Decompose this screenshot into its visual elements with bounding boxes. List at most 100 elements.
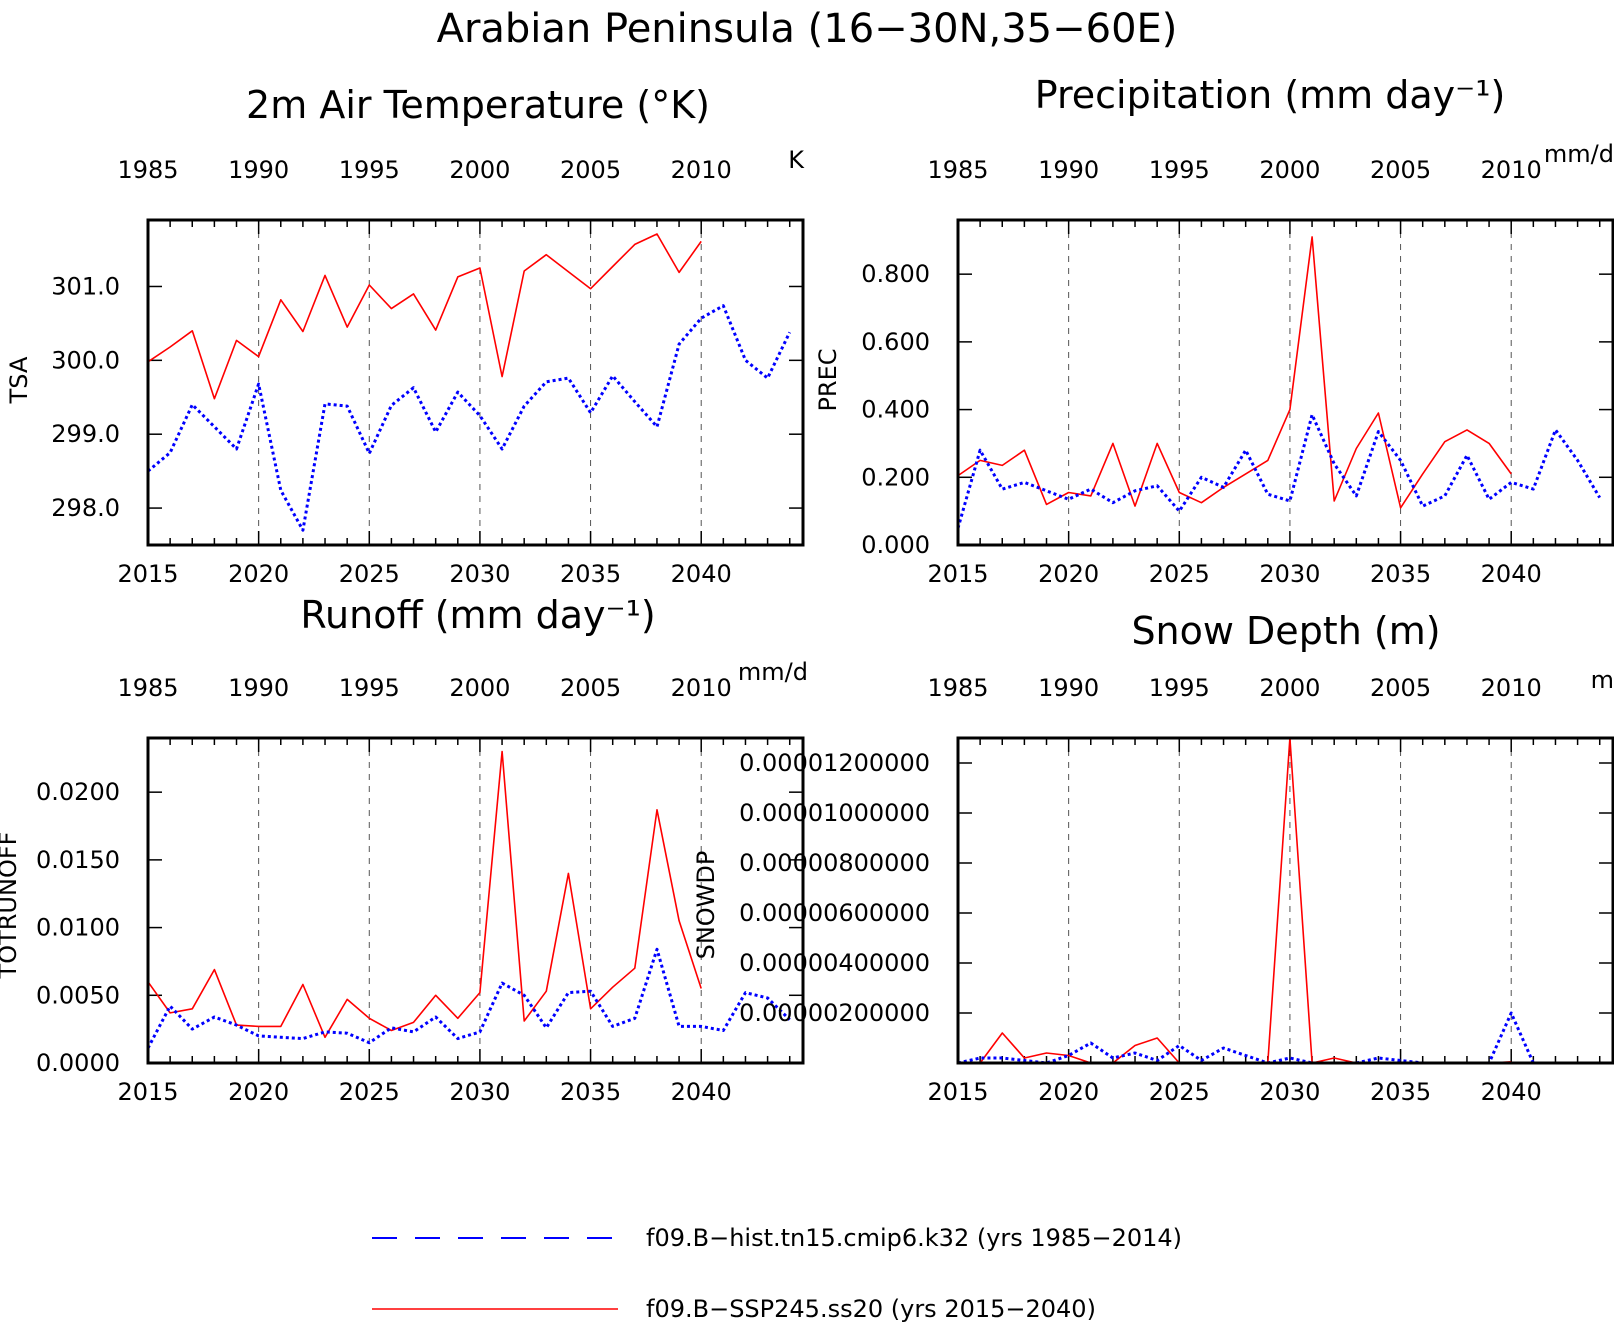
panel-precipitation-title: Precipitation (mm day⁻¹) <box>1035 73 1506 117</box>
panel-runoff: Runoff (mm day⁻¹) mm/d TOTRUNOFF 2015 202… <box>0 593 808 1106</box>
y-tick-label: 0.0200 <box>36 778 120 806</box>
panel-temperature-title: 2m Air Temperature (°K) <box>246 83 710 127</box>
x-tick-label-top: 1995 <box>1149 674 1210 702</box>
x-tick-label-top: 1995 <box>339 674 400 702</box>
plot-frame <box>146 218 805 547</box>
y-tick-label: 0.400 <box>861 396 930 424</box>
x-tick-label-bottom: 2035 <box>560 1078 621 1106</box>
y-tick-label: 301.0 <box>51 272 120 300</box>
panel-temperature: 2m Air Temperature (°K) K TSA 2015 2020 20… <box>5 83 805 588</box>
x-tick-label-bottom: 2025 <box>1149 1078 1210 1106</box>
legend: f09.B−hist.tn15.cmip6.k32 (yrs 1985−2014… <box>372 1224 1182 1323</box>
page-title: Arabian Peninsula (16−30N,35−60E) <box>437 6 1178 52</box>
plot-frame <box>956 736 1614 1065</box>
x-tick-label-top: 2005 <box>560 674 621 702</box>
panel-snow-depth: Snow Depth (m) m SNOWDP 2015 2020 2025 2030… <box>692 609 1614 1106</box>
y-tick-label: 0.00001200000 <box>739 749 930 777</box>
y-tick-label: 0.0000 <box>36 1049 120 1077</box>
y-tick-label: 0.00000200000 <box>739 999 930 1027</box>
x-tick-label-bottom: 2020 <box>1038 1078 1099 1106</box>
x-tick-label-bottom: 2020 <box>228 560 289 588</box>
panel-precipitation: Precipitation (mm day⁻¹) mm/d PREC 2015 2… <box>814 73 1614 588</box>
x-tick-label-bottom: 2020 <box>1038 560 1099 588</box>
y-tick-label: 0.00000600000 <box>739 899 930 927</box>
panel-snow-depth-plot: 2015 2020 2025 2030 2035 2040 1985 1990 1995 2000… <box>739 674 1614 1106</box>
x-tick-label-top: 2000 <box>1259 674 1320 702</box>
y-tick-label: 0.0050 <box>36 981 120 1009</box>
x-tick-label-top: 2010 <box>671 156 732 184</box>
y-tick-label: 0.00000400000 <box>739 949 930 977</box>
legend-hist-label: f09.B−hist.tn15.cmip6.k32 (yrs 1985−2014… <box>646 1224 1182 1252</box>
panel-runoff-title: Runoff (mm day⁻¹) <box>300 593 655 637</box>
x-tick-label-top: 2000 <box>1259 156 1320 184</box>
y-tick-label: 0.200 <box>861 463 930 491</box>
x-tick-label-top: 1990 <box>1038 156 1099 184</box>
x-tick-label-bottom: 2015 <box>117 1078 178 1106</box>
x-tick-label-bottom: 2035 <box>1370 1078 1431 1106</box>
x-tick-label-top: 2005 <box>560 156 621 184</box>
y-tick-label: 0.00000800000 <box>739 849 930 877</box>
x-tick-label-top: 1990 <box>1038 674 1099 702</box>
plot-frame <box>956 218 1614 547</box>
x-tick-label-bottom: 2030 <box>449 1078 510 1106</box>
x-tick-label-bottom: 2035 <box>560 560 621 588</box>
x-tick-label-bottom: 2040 <box>671 1078 732 1106</box>
x-tick-label-top: 1995 <box>339 156 400 184</box>
y-tick-label: 0.0100 <box>36 914 120 942</box>
panel-snow-depth-units: m <box>1591 666 1614 694</box>
panel-runoff-plot: 2015 2020 2025 2030 2035 2040 1985 1990 1995 2000… <box>36 674 805 1106</box>
x-tick-label-top: 1985 <box>117 674 178 702</box>
x-tick-label-top: 2000 <box>449 156 510 184</box>
panel-precipitation-plot: 2015 2020 2025 2030 2035 2040 1985 1990 1995 2000… <box>861 156 1614 588</box>
y-tick-label: 300.0 <box>51 346 120 374</box>
panel-precipitation-units: mm/d <box>1544 140 1614 168</box>
y-tick-label: 0.600 <box>861 328 930 356</box>
x-tick-label-top: 2005 <box>1370 674 1431 702</box>
series-line-hist <box>957 1011 1600 1065</box>
x-tick-label-bottom: 2015 <box>117 560 178 588</box>
series-line-hist <box>147 304 792 532</box>
series-line-ssp <box>958 737 1512 1064</box>
y-tick-label: 299.0 <box>51 420 120 448</box>
x-tick-label-bottom: 2030 <box>1259 560 1320 588</box>
y-tick-label: 0.0150 <box>36 846 120 874</box>
series-line-ssp <box>147 750 702 1039</box>
x-tick-label-top: 1990 <box>228 156 289 184</box>
x-tick-label-bottom: 2035 <box>1370 560 1431 588</box>
series-line-hist <box>146 947 791 1049</box>
x-tick-label-top: 1985 <box>927 156 988 184</box>
x-tick-label-top: 1985 <box>117 156 178 184</box>
y-tick-label: 298.0 <box>51 494 120 522</box>
x-tick-label-top: 2010 <box>1481 674 1542 702</box>
plot-frame <box>146 736 805 1065</box>
panel-snow-depth-ylabel: SNOWDP <box>692 851 720 960</box>
x-tick-label-bottom: 2025 <box>339 1078 400 1106</box>
x-tick-label-bottom: 2020 <box>228 1078 289 1106</box>
x-tick-label-top: 1995 <box>1149 156 1210 184</box>
x-tick-label-top: 2000 <box>449 674 510 702</box>
series-line-ssp <box>957 236 1512 509</box>
legend-ssp-label: f09.B−SSP245.ss20 (yrs 2015−2040) <box>646 1295 1096 1323</box>
x-tick-label-bottom: 2040 <box>1481 560 1542 588</box>
panel-runoff-ylabel: TOTRUNOFF <box>0 832 22 980</box>
series-line-ssp <box>147 233 702 400</box>
series-line-hist <box>956 413 1601 529</box>
x-tick-label-top: 2010 <box>671 674 732 702</box>
x-tick-label-bottom: 2030 <box>1259 1078 1320 1106</box>
x-tick-label-top: 2010 <box>1481 156 1542 184</box>
panel-temperature-plot: 2015 2020 2025 2030 2035 2040 1985 1990 1995 2000… <box>51 156 805 588</box>
y-tick-label: 0.000 <box>861 531 930 559</box>
x-tick-label-bottom: 2040 <box>671 560 732 588</box>
x-tick-label-bottom: 2040 <box>1481 1078 1542 1106</box>
x-tick-label-bottom: 2015 <box>927 1078 988 1106</box>
panel-precipitation-ylabel: PREC <box>814 348 842 411</box>
panel-temperature-units: K <box>788 146 805 174</box>
y-tick-label: 0.800 <box>861 260 930 288</box>
panel-temperature-ylabel: TSA <box>5 356 33 404</box>
x-tick-label-bottom: 2015 <box>927 560 988 588</box>
x-tick-label-bottom: 2030 <box>449 560 510 588</box>
x-tick-label-top: 2005 <box>1370 156 1431 184</box>
x-tick-label-top: 1985 <box>927 674 988 702</box>
panel-runoff-units: mm/d <box>738 658 808 686</box>
